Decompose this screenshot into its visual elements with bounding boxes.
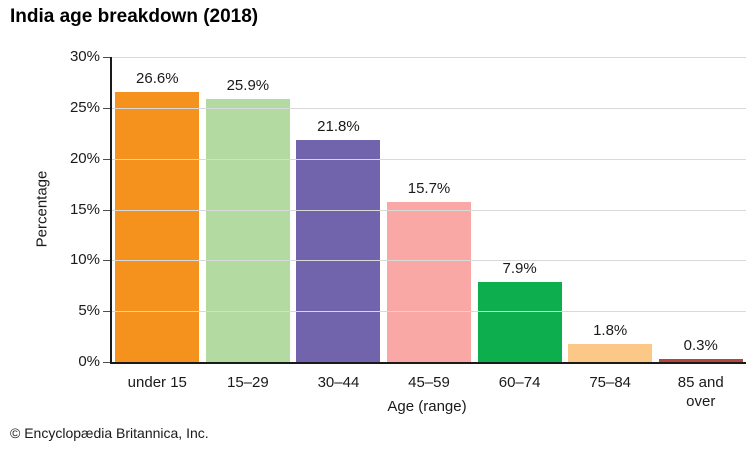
y-tick-label: 25%	[69, 98, 100, 116]
bar-group-45-59: 15.7% 45–59	[384, 57, 475, 391]
x-tick-label-60-74: 60–74	[498, 374, 541, 391]
chart-title: India age breakdown (2018)	[10, 6, 259, 27]
copyright-text: © Encyclopædia Britannica, Inc.	[10, 425, 209, 441]
y-tick-mark	[103, 362, 110, 363]
gridline	[112, 158, 746, 160]
y-tick-label: 20%	[69, 149, 100, 167]
y-tick-label: 0%	[78, 353, 100, 370]
y-tick-mark	[103, 57, 110, 58]
y-tick-mark	[103, 107, 110, 109]
x-tick-label-under-15: under 15	[127, 374, 187, 391]
bar-group-under-15: 26.6% under 15	[112, 57, 203, 391]
plot-area: 26.6% under 15 25.9% 15–29 21.8% 30–44 15.7% 45…	[70, 48, 746, 410]
bar-75-84	[568, 343, 653, 362]
x-tick-label-45-59: 45–59	[408, 374, 450, 391]
gridline	[112, 57, 746, 58]
bar-30-44	[296, 140, 381, 362]
y-tick-mark	[103, 158, 110, 160]
bar-group-75-84: 1.8% 75–84	[565, 57, 656, 391]
bar-value-label-75-84: 1.8%	[593, 321, 628, 339]
y-tick-label: 30%	[69, 48, 100, 65]
bar-value-label-45-59: 15.7%	[407, 180, 451, 198]
bar-group-60-74: 7.9% 60–74	[474, 57, 565, 391]
bar-group-15-29: 25.9% 15–29	[203, 57, 294, 391]
y-tick-label: 15%	[69, 200, 100, 218]
gridline	[112, 260, 746, 262]
bars-container: 26.6% under 15 25.9% 15–29 21.8% 30–44 15.7% 45…	[112, 57, 746, 410]
y-tick-label: 10%	[69, 251, 100, 269]
gridline	[112, 311, 746, 313]
bar-value-label-30-44: 21.8%	[317, 118, 360, 136]
bar-60-74	[477, 281, 562, 362]
bar-group-30-44: 21.8% 30–44	[293, 57, 384, 391]
y-tick-mark	[103, 209, 110, 211]
bar-value-label-15-29: 25.9%	[226, 76, 270, 94]
bar-value-label-under-15: 26.6%	[136, 69, 179, 87]
gridline	[112, 209, 746, 211]
bar-group-85-and-over: 0.3% 85 and over	[655, 57, 746, 410]
y-axis-title: Percentage	[33, 170, 51, 248]
y-tick-label: 5%	[78, 302, 100, 320]
bar-85-and-over	[658, 358, 743, 362]
y-tick-mark	[103, 311, 110, 313]
bar-value-label-85-and-over: 0.3%	[683, 336, 718, 354]
x-tick-label-30-44: 30–44	[317, 374, 360, 391]
x-tick-label-15-29: 15–29	[227, 374, 269, 391]
bar-45-59	[387, 202, 472, 362]
x-tick-label-85-and-over: 85 and over	[677, 374, 724, 410]
bar-value-label-60-74: 7.9%	[502, 259, 537, 277]
bar-15-29	[205, 98, 290, 362]
x-tick-label-75-84: 75–84	[589, 374, 632, 391]
gridline	[112, 107, 746, 109]
y-tick-mark	[103, 260, 110, 262]
x-axis-title: Age (range)	[387, 398, 467, 415]
bar-under-15	[115, 91, 200, 362]
